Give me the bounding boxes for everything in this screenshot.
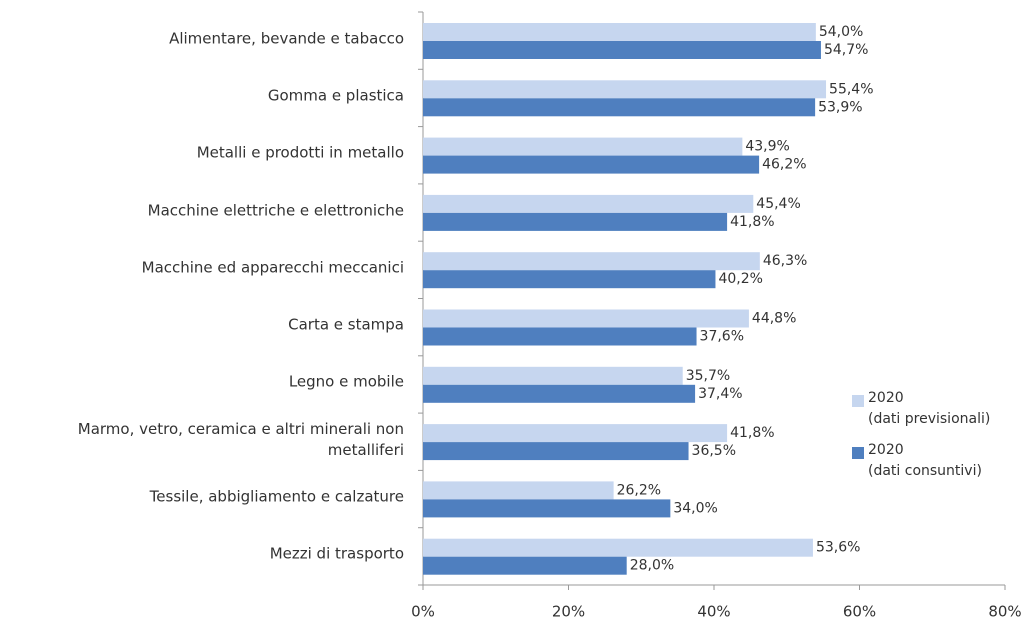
value-label: 26,2%: [617, 482, 661, 498]
bar: [423, 481, 614, 500]
category-label: Macchine ed apparecchi meccanici: [141, 258, 404, 277]
bar: [423, 309, 749, 328]
category-label: Metalli e prodotti in metallo: [196, 143, 404, 162]
bar: [423, 366, 683, 385]
value-label: 28,0%: [630, 558, 674, 574]
bar: [423, 23, 816, 41]
bar: [423, 194, 754, 213]
bar: [423, 327, 697, 346]
x-tick-label: 60%: [843, 603, 876, 621]
bar: [423, 384, 696, 403]
value-label: 37,6%: [700, 329, 744, 345]
x-tick-label: 20%: [552, 603, 585, 621]
value-label: 35,7%: [686, 368, 730, 384]
value-label: 46,3%: [763, 253, 807, 269]
x-tick-label: 0%: [411, 603, 435, 621]
category-label: Alimentare, bevande e tabacco: [169, 29, 404, 48]
bar: [423, 137, 743, 156]
bar: [423, 155, 760, 174]
category-label: Gomma e plastica: [267, 86, 404, 105]
x-tick-label: 80%: [988, 603, 1021, 621]
bar: [423, 556, 627, 575]
value-label: 54,7%: [824, 42, 868, 58]
category-label: Legno e mobile: [288, 372, 404, 391]
value-label: 55,4%: [829, 81, 873, 97]
category-label: Tessile, abbigliamento e calzature: [149, 487, 404, 506]
bar: [423, 252, 760, 271]
value-label: 53,9%: [818, 99, 862, 115]
bar: [423, 424, 728, 443]
bar: [423, 538, 813, 557]
value-label: 43,9%: [745, 139, 789, 155]
bar: [423, 212, 728, 231]
legend-label: 2020 (dati previsionali): [868, 390, 991, 427]
value-label: 34,0%: [673, 500, 717, 516]
category-label: Carta e stampa: [288, 315, 404, 334]
value-label: 54,0%: [819, 24, 863, 40]
value-label: 36,5%: [692, 443, 736, 459]
value-label: 37,4%: [698, 386, 742, 402]
legend-swatch: [852, 395, 864, 407]
value-label: 40,2%: [718, 271, 762, 287]
bar: [423, 80, 827, 99]
value-label: 41,8%: [730, 214, 774, 230]
value-label: 45,4%: [756, 196, 800, 212]
bar: [423, 442, 689, 461]
value-label: 46,2%: [762, 157, 806, 173]
category-label: Marmo, vetro, ceramica e altri minerali …: [77, 419, 404, 459]
category-label: Mezzi di trasporto: [269, 544, 404, 563]
value-label: 53,6%: [816, 540, 860, 556]
category-label: Macchine elettriche e elettroniche: [147, 201, 404, 220]
legend-swatch: [852, 447, 864, 459]
value-label: 44,8%: [752, 311, 796, 327]
bar: [423, 499, 671, 518]
bar: [423, 270, 716, 289]
bar: [423, 41, 821, 59]
bar: [423, 98, 816, 117]
value-label: 41,8%: [730, 425, 774, 441]
x-tick-label: 40%: [697, 603, 730, 621]
legend-label: 2020 (dati consuntivi): [868, 442, 982, 479]
